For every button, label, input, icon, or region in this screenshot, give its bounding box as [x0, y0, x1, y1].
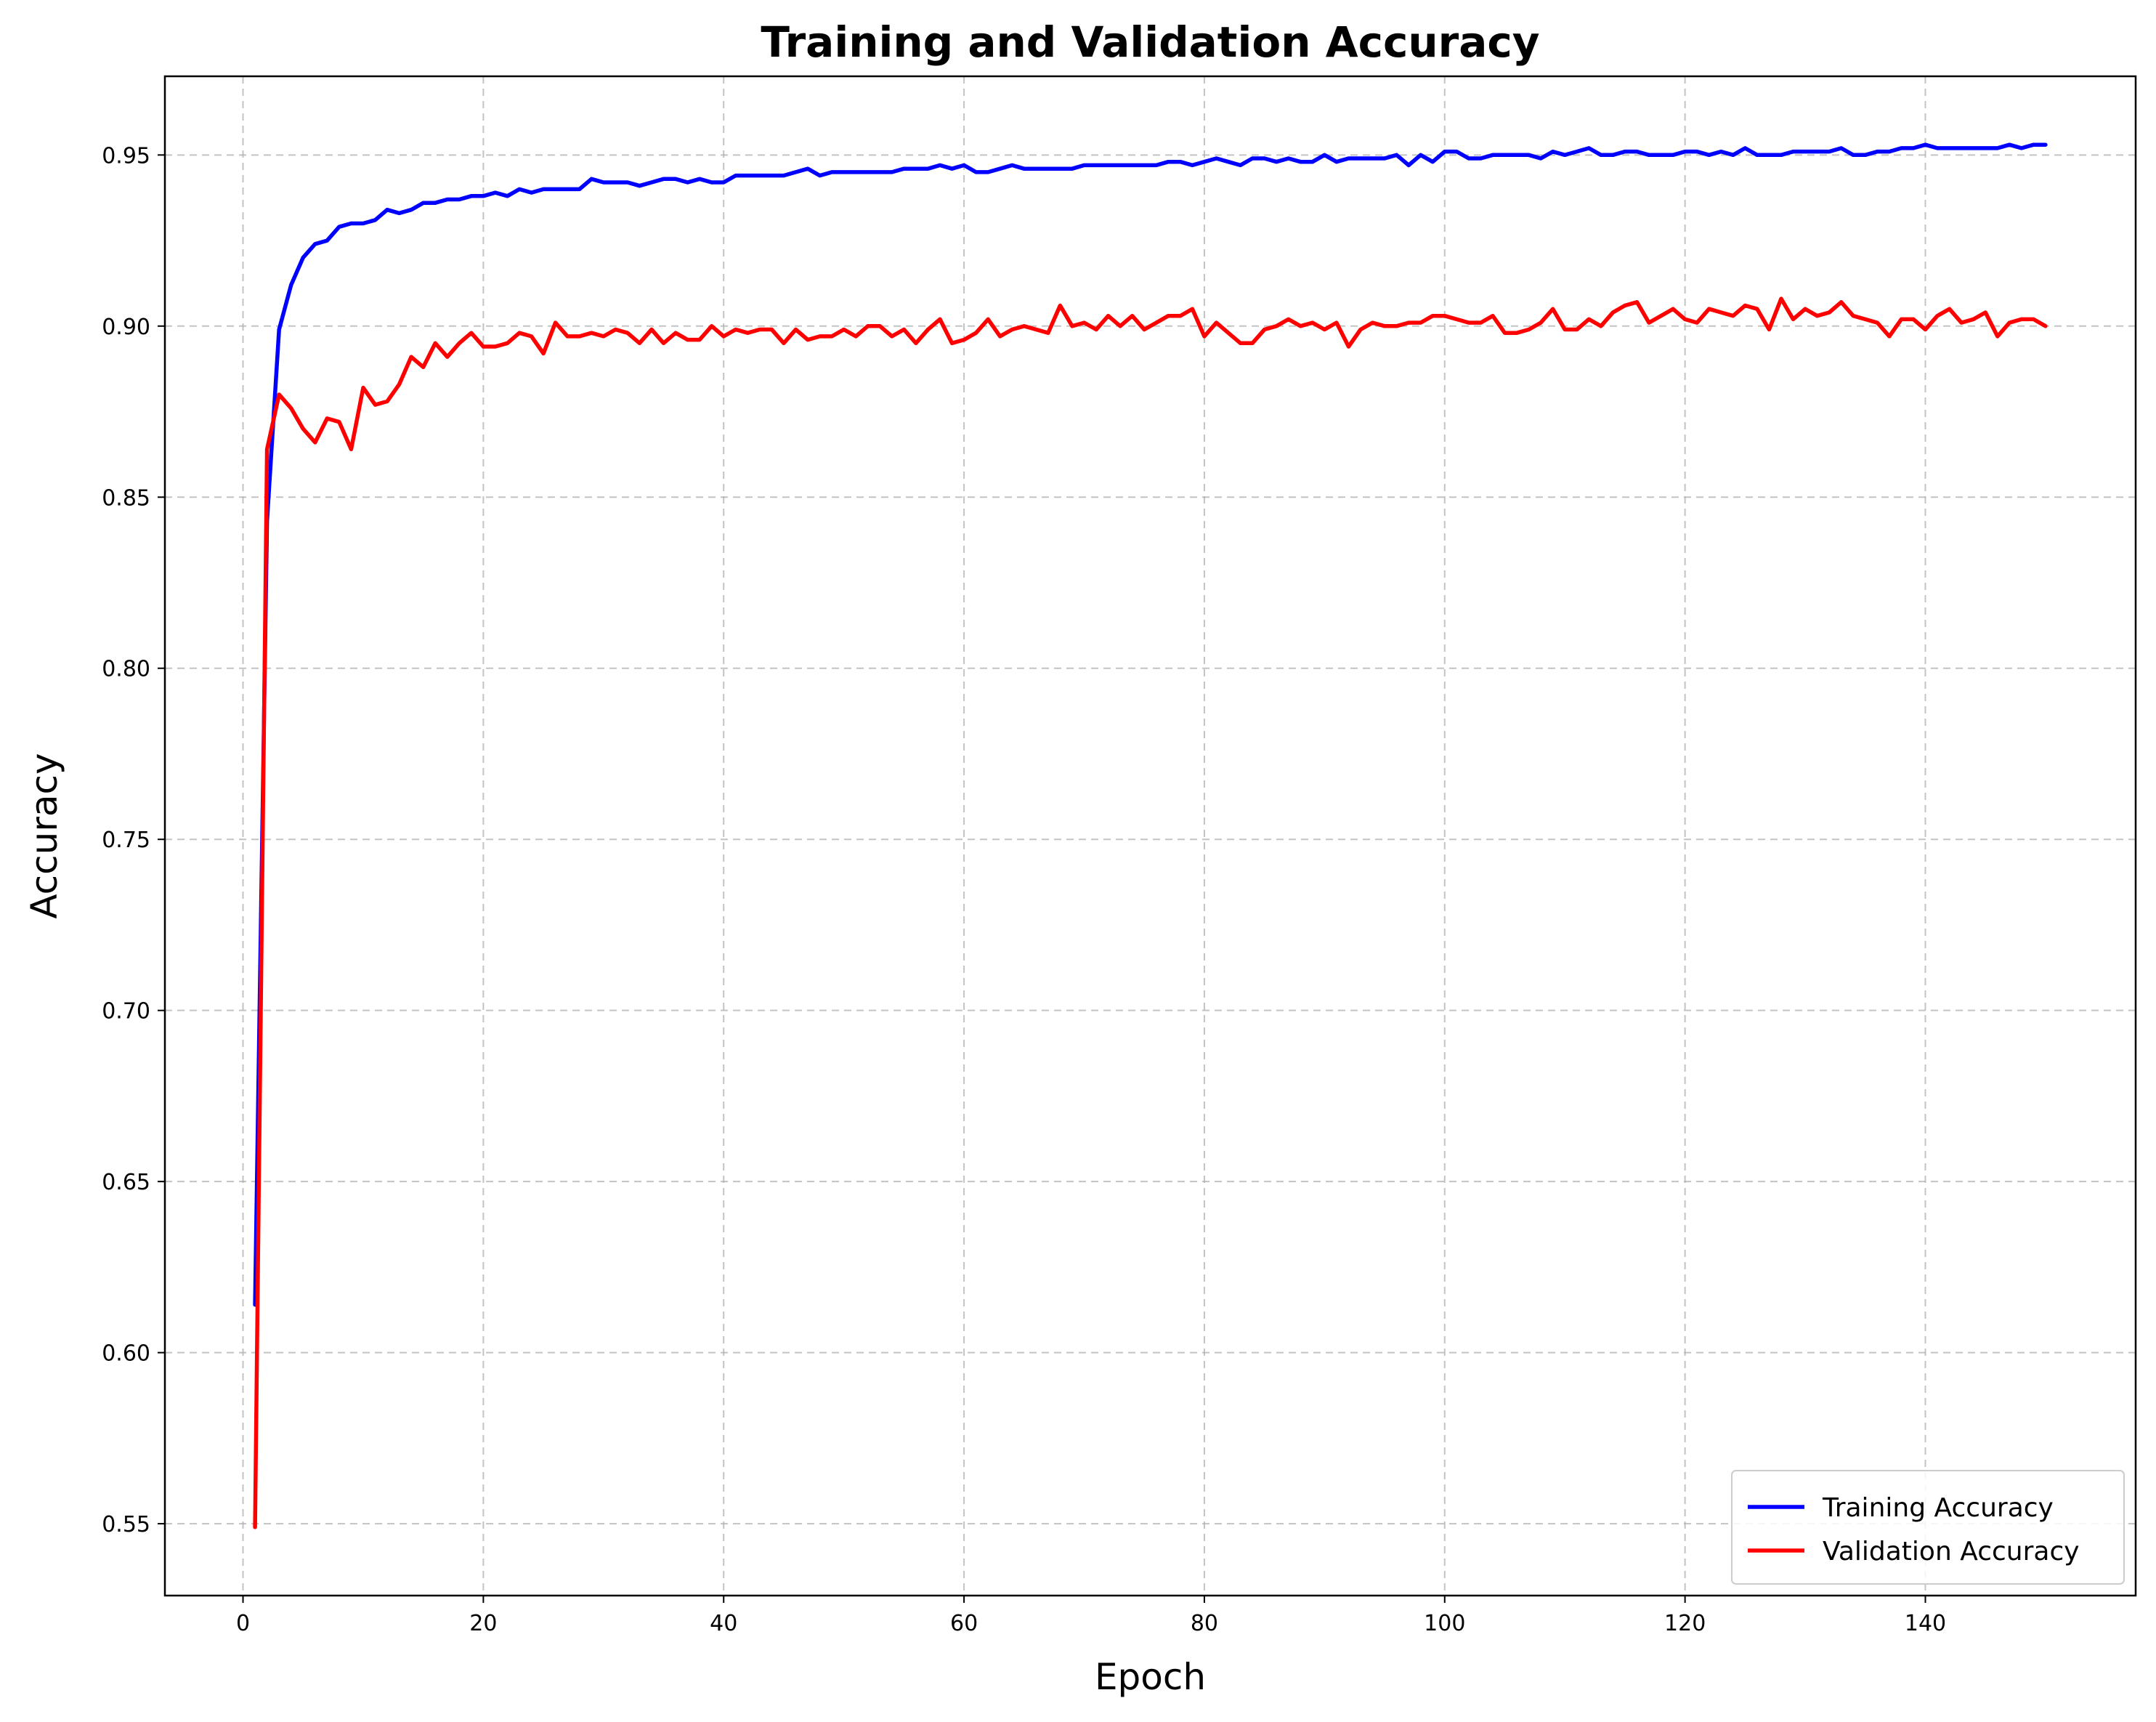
- y-tick-label: 0.70: [102, 999, 150, 1024]
- x-tick-label: 140: [1905, 1611, 1946, 1636]
- y-tick-label: 0.65: [102, 1170, 150, 1195]
- y-tick-label: 0.60: [102, 1341, 150, 1367]
- legend-label: Training Accuracy: [1822, 1493, 2054, 1523]
- x-tick-label: 0: [236, 1611, 250, 1636]
- plot-frame: [163, 75, 2137, 1597]
- x-tick-label: 120: [1664, 1611, 1706, 1636]
- legend-box: [1731, 1470, 2125, 1585]
- x-tick-label: 40: [710, 1611, 737, 1636]
- chart-title: Training and Validation Accuracy: [761, 17, 1539, 67]
- y-tick-label: 0.85: [102, 485, 150, 511]
- y-tick-label: 0.75: [102, 828, 150, 853]
- y-tick-label: 0.95: [102, 143, 150, 169]
- validation-accuracy-line: [253, 296, 2048, 1529]
- grid-lines: [165, 76, 2136, 1596]
- axis-ticks: 0 20 40 60 80 100 120 140 0.55 0.60 0.65 0.70 0.75 0.…: [102, 143, 1946, 1636]
- x-tick-label: 80: [1191, 1611, 1218, 1636]
- legend-label: Validation Accuracy: [1823, 1537, 2080, 1567]
- x-axis-title: Epoch: [1095, 1656, 1206, 1698]
- x-tick-label: 100: [1424, 1611, 1465, 1636]
- y-tick-label: 0.90: [102, 315, 150, 340]
- legend: Training Accuracy Validation Accuracy: [1731, 1470, 2125, 1585]
- x-tick-label: 20: [469, 1611, 497, 1636]
- series-lines: [253, 142, 2048, 1529]
- x-tick-label: 60: [950, 1611, 978, 1636]
- y-tick-label: 0.80: [102, 657, 150, 682]
- y-axis-title: Accuracy: [23, 753, 65, 918]
- y-tick-label: 0.55: [102, 1512, 150, 1537]
- training-accuracy-line: [253, 142, 2048, 1307]
